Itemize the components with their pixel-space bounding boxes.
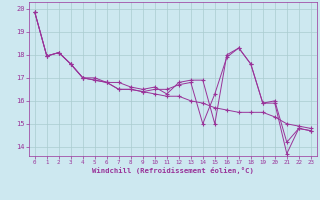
X-axis label: Windchill (Refroidissement éolien,°C): Windchill (Refroidissement éolien,°C) [92, 167, 254, 174]
